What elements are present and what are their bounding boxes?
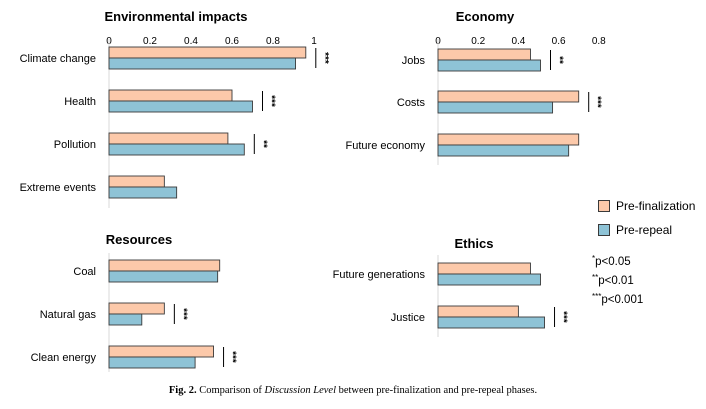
bar-pre-repeal bbox=[437, 316, 545, 329]
bar-pre-repeal bbox=[108, 143, 245, 156]
bar-pre-repeal bbox=[108, 186, 178, 199]
caption-prefix: Comparison of bbox=[199, 385, 262, 396]
legend-swatch-pre-finalization bbox=[598, 200, 610, 212]
significance-stars: *** bbox=[227, 351, 238, 363]
significance-stars: *** bbox=[592, 96, 603, 108]
significance-key-row: *p<0.05 bbox=[592, 251, 643, 270]
bar-pre-repeal bbox=[437, 59, 541, 72]
x-tick-label: 1 bbox=[311, 36, 317, 47]
bar-pre-finalization bbox=[437, 48, 531, 61]
caption-label: Fig. 2. bbox=[168, 385, 197, 396]
bar-pre-finalization bbox=[108, 345, 215, 358]
bar-pre-repeal bbox=[108, 100, 253, 113]
legend-item-pre-repeal: Pre-repeal bbox=[598, 218, 695, 242]
significance-key: *p<0.05 **p<0.01 ***p<0.001 bbox=[592, 251, 643, 308]
caption-suffix: between pre-finalization and pre-repeal … bbox=[338, 385, 538, 396]
significance-stars: *** bbox=[558, 311, 569, 323]
significance-key-row: **p<0.01 bbox=[592, 270, 643, 289]
x-tick-label: 0.2 bbox=[471, 36, 485, 47]
bar-pre-finalization bbox=[108, 89, 233, 102]
significance-stars: ** bbox=[554, 56, 565, 64]
significance-stars: *** bbox=[266, 95, 277, 107]
caption-emphasis: Discussion Level bbox=[264, 385, 336, 396]
bar-pre-repeal bbox=[437, 101, 554, 114]
category-label: Pollution bbox=[54, 139, 96, 151]
category-label: Clean energy bbox=[31, 352, 97, 364]
panel-title: Economy bbox=[456, 9, 515, 24]
panel-title: Ethics bbox=[454, 236, 493, 251]
chart-figure: Environmental impacts00.20.40.60.81Clima… bbox=[20, 9, 606, 372]
category-label: Justice bbox=[391, 312, 425, 324]
bar-pre-finalization bbox=[437, 90, 580, 103]
bar-pre-repeal bbox=[108, 356, 196, 369]
significance-text: p<0.05 bbox=[595, 256, 631, 268]
significance-key-row: ***p<0.001 bbox=[592, 289, 643, 308]
significance-stars: *** bbox=[319, 52, 330, 64]
bar-pre-finalization bbox=[437, 133, 580, 146]
bar-pre-finalization bbox=[108, 132, 229, 145]
significance-text: p<0.01 bbox=[598, 275, 634, 287]
bar-pre-repeal bbox=[108, 270, 219, 283]
significance-stars: *** bbox=[177, 308, 188, 320]
category-label: Coal bbox=[73, 266, 96, 278]
significance-marker: * bbox=[592, 254, 596, 263]
bar-pre-finalization bbox=[108, 175, 165, 188]
bar-pre-repeal bbox=[108, 313, 143, 326]
x-tick-label: 0.6 bbox=[552, 36, 566, 47]
x-tick-label: 0.2 bbox=[143, 36, 157, 47]
bar-pre-finalization bbox=[437, 305, 519, 318]
legend-item-pre-finalization: Pre-finalization bbox=[598, 194, 695, 218]
x-tick-label: 0.8 bbox=[266, 36, 280, 47]
bar-pre-finalization bbox=[108, 302, 165, 315]
bar-pre-finalization bbox=[108, 46, 307, 59]
significance-marker: *** bbox=[592, 292, 602, 301]
bar-pre-finalization bbox=[437, 262, 531, 275]
bar-pre-finalization bbox=[108, 259, 221, 272]
category-label: Costs bbox=[397, 97, 426, 109]
category-label: Future generations bbox=[333, 269, 426, 281]
significance-stars: ** bbox=[257, 140, 268, 148]
figure-caption: Fig. 2. Comparison of Discussion Level b… bbox=[0, 385, 706, 396]
x-tick-label: 0.6 bbox=[225, 36, 239, 47]
category-label: Extreme events bbox=[20, 182, 97, 194]
x-tick-label: 0.4 bbox=[511, 36, 525, 47]
category-label: Future economy bbox=[346, 140, 426, 152]
legend-label-pre-repeal: Pre-repeal bbox=[616, 223, 673, 237]
legend-label-pre-finalization: Pre-finalization bbox=[616, 199, 696, 213]
significance-text: p<0.001 bbox=[601, 294, 644, 306]
category-label: Climate change bbox=[20, 53, 96, 65]
legend: Pre-finalization Pre-repeal bbox=[598, 194, 695, 242]
category-label: Health bbox=[64, 96, 96, 108]
significance-marker: ** bbox=[592, 273, 599, 282]
bar-pre-repeal bbox=[437, 273, 541, 286]
panel-title: Resources bbox=[106, 232, 172, 247]
legend-swatch-pre-repeal bbox=[598, 224, 610, 236]
x-tick-label: 0.8 bbox=[592, 36, 606, 47]
panel-title: Environmental impacts bbox=[104, 9, 247, 24]
category-label: Jobs bbox=[402, 55, 426, 67]
bar-pre-repeal bbox=[437, 144, 570, 157]
category-label: Natural gas bbox=[40, 309, 97, 321]
bar-pre-repeal bbox=[108, 57, 297, 70]
x-tick-label: 0.4 bbox=[184, 36, 198, 47]
